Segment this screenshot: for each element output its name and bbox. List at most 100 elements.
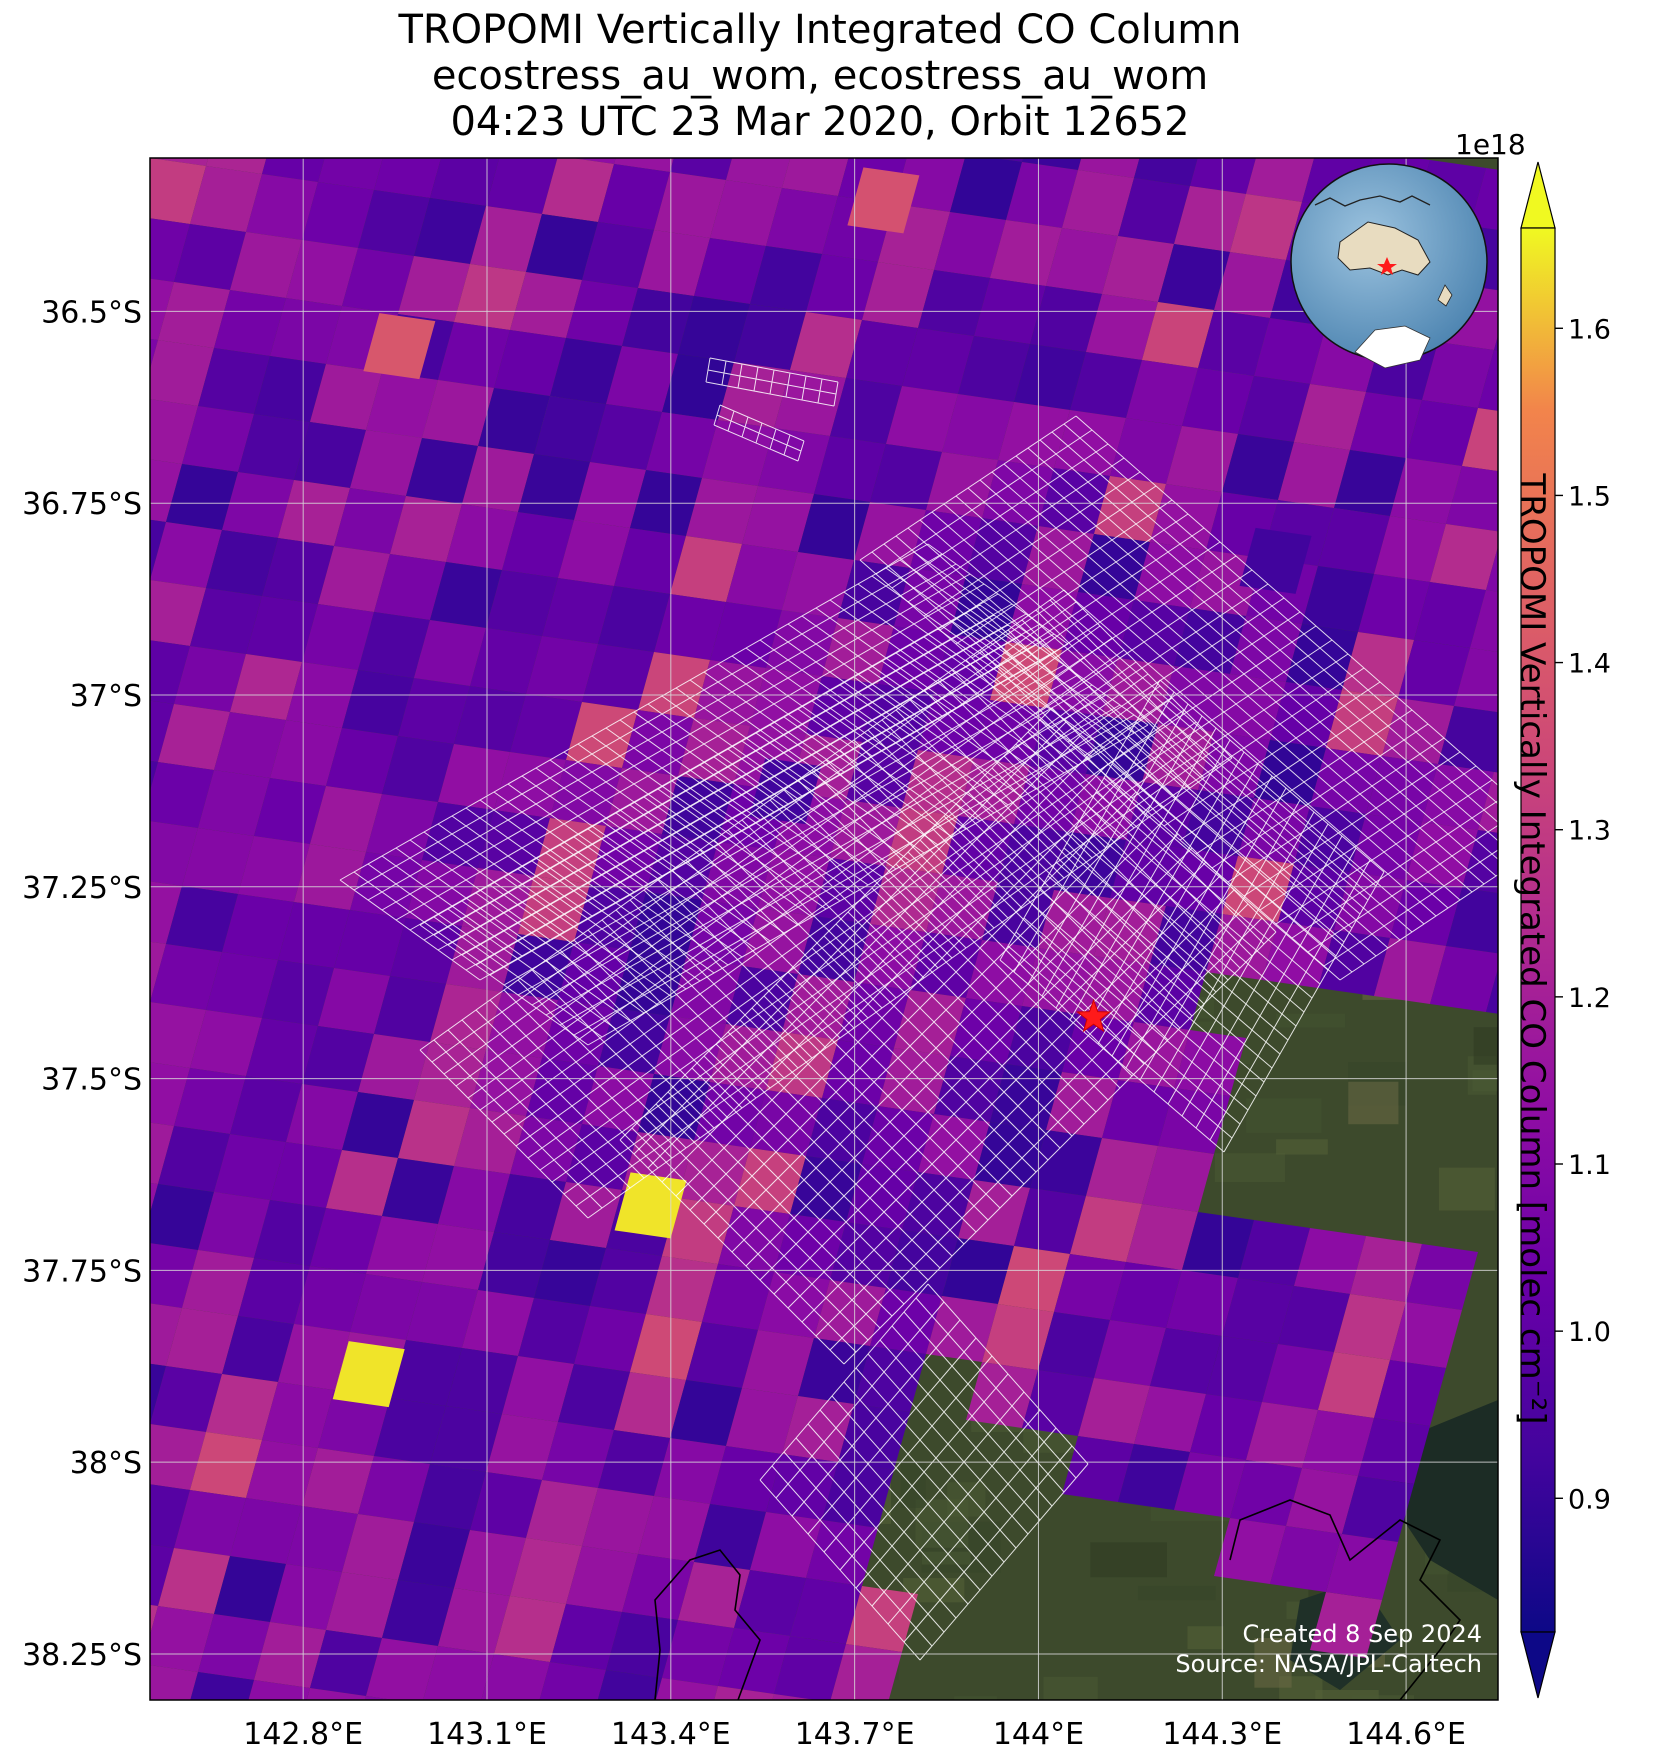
co-pixel: [1406, 1244, 1478, 1310]
co-pixel: [166, 464, 238, 530]
co-pixel: [622, 288, 694, 354]
co-pixel: [1174, 1452, 1246, 1518]
co-pixel: [550, 338, 622, 404]
co-pixel: [270, 1142, 342, 1208]
co-pixel: [1142, 302, 1214, 368]
co-pixel: [782, 552, 854, 618]
co-pixel: [1310, 1592, 1382, 1658]
co-pixel: [510, 694, 582, 760]
co-pixel: [734, 1570, 806, 1636]
co-pixel: [150, 580, 206, 646]
terrain-patch: [1137, 1585, 1216, 1601]
co-pixel: [1350, 1236, 1422, 1302]
co-pixel: [366, 794, 438, 860]
ecostress-scene: [339, 543, 1069, 981]
co-pixel: [494, 330, 566, 396]
co-pixel: [1126, 782, 1198, 848]
co-pixel: [230, 232, 302, 298]
co-pixel: [462, 446, 534, 512]
co-pixel: [558, 942, 630, 1008]
ecostress-footprint-grid: [339, 357, 1498, 1661]
terrain-patch: [921, 1551, 971, 1565]
co-pixel: [926, 1296, 998, 1362]
terrain-patch: [1276, 1013, 1346, 1028]
co-pixel: [1374, 516, 1446, 582]
co-pixel: [798, 494, 870, 560]
co-pixel: [262, 538, 334, 604]
co-pixel: [597, 1670, 662, 1700]
co-pixel: [190, 166, 262, 232]
ecostress-scene: [859, 415, 1498, 981]
co-pixel: [62, 1474, 134, 1540]
co-pixel: [1174, 608, 1246, 674]
co-pixel: [406, 1282, 478, 1348]
co-pixel: [542, 578, 614, 644]
co-pixel: [990, 220, 1062, 286]
co-pixel: [310, 1630, 382, 1696]
co-pixel: [470, 628, 542, 694]
terrain-patch: [900, 1462, 926, 1509]
co-pixel: [382, 1158, 454, 1224]
colorbar-gradient: [1520, 227, 1556, 1633]
co-pixel: [62, 208, 134, 274]
co-pixel: [646, 412, 718, 478]
co-pixel: [870, 1288, 942, 1354]
co-pixel: [1166, 1270, 1238, 1336]
co-pixel: [150, 1243, 198, 1308]
co-pixel: [926, 452, 998, 518]
co-pixel: [1398, 640, 1470, 706]
colorbar-tick-label: 1.3: [1568, 816, 1611, 847]
co-pixel: [1294, 384, 1366, 450]
terrain-patch: [1043, 1676, 1098, 1700]
x-axis-tick-labels: 142.8°E 143.1°E 143.4°E 143.7°E 144°E 144.3°E…: [243, 1717, 1466, 1748]
co-pixel: [1454, 648, 1498, 713]
co-pixel: [414, 620, 486, 686]
co-pixel: [1022, 1370, 1094, 1436]
colorbar-tick-label: 1.6: [1568, 314, 1611, 345]
coastline: [654, 1549, 761, 1700]
title-line1: TROPOMI Vertically Integrated CO Column: [398, 7, 1242, 53]
terrain-patch: [1438, 1167, 1495, 1211]
co-pixel: [982, 460, 1054, 526]
co-pixel: [1374, 1360, 1446, 1426]
y-tick-label: 37.5°S: [41, 1063, 142, 1098]
co-pixel: [750, 1512, 822, 1578]
co-pixel: [894, 990, 966, 1056]
co-pixel: [366, 1216, 438, 1282]
co-pixel: [1110, 418, 1182, 484]
co-pixel: [846, 1586, 918, 1652]
co-pixel: [1278, 1286, 1350, 1352]
co-pixel: [1334, 872, 1406, 938]
co-column-pixels: [62, 158, 1498, 1700]
co-pixel: [198, 1192, 270, 1258]
co-pixel: [566, 280, 638, 346]
co-pixel: [70, 390, 142, 456]
site-star-icon[interactable]: [1076, 998, 1112, 1033]
co-pixel: [994, 158, 1024, 162]
x-tick-label: 143.1°E: [427, 1717, 547, 1748]
co-pixel: [78, 994, 150, 1060]
co-pixel: [382, 736, 454, 802]
co-pixel: [294, 1266, 366, 1332]
co-pixel: [670, 1380, 742, 1446]
co-pixel: [670, 158, 733, 180]
co-pixel: [70, 812, 142, 878]
co-pixel: [526, 1480, 598, 1546]
co-pixel: [598, 164, 670, 230]
co-pixel: [422, 1224, 494, 1290]
co-pixel: [1118, 178, 1190, 244]
co-pixel: [662, 1620, 734, 1686]
co-pixel: [342, 670, 414, 736]
co-pixel: [790, 312, 862, 378]
australia-shape: [1337, 221, 1431, 276]
co-pixel: [1326, 1534, 1398, 1600]
ecostress-scene: [713, 404, 805, 462]
co-pixel: [590, 1248, 662, 1314]
co-pixel: [574, 1306, 646, 1372]
co-pixel: [270, 1564, 342, 1630]
co-pixel: [150, 459, 182, 522]
co-pixel: [1430, 946, 1498, 1012]
co-pixel: [558, 520, 630, 586]
co-pixel: [542, 158, 614, 222]
co-pixel: [430, 158, 500, 206]
